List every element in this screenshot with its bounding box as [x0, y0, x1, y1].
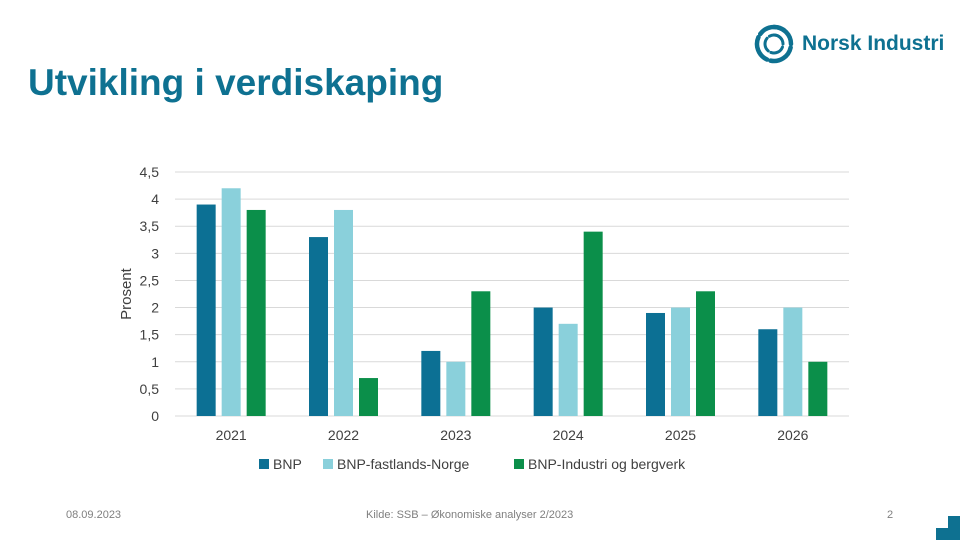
- slide-title: Utvikling i verdiskaping: [28, 62, 444, 103]
- bar: [421, 350, 441, 416]
- x-tick-label: 2022: [328, 427, 359, 443]
- footer-date: 08.09.2023: [66, 509, 122, 521]
- bar: [196, 204, 216, 416]
- bar: [808, 361, 828, 416]
- x-tick-label: 2021: [216, 427, 247, 443]
- legend-swatch: [259, 459, 269, 469]
- legend: BNP BNP-fastlands-Norge BNP-Industri og be…: [259, 456, 686, 472]
- footer-source: Kilde: SSB – Økonomiske analyser 2/2023: [366, 509, 574, 521]
- bar: [696, 291, 715, 416]
- y-tick-label: 4,5: [140, 164, 160, 180]
- bar: [334, 209, 353, 416]
- bar: [221, 188, 241, 416]
- tick-labels: 0 0,5 1 1,5 2 2,5 3 3,5 4 4,5 2021 2022 2023 2024 2025…: [140, 164, 809, 443]
- bar: [471, 291, 491, 416]
- logo-text: Norsk Industri: [802, 32, 945, 55]
- bar: [558, 323, 578, 416]
- bar: [758, 329, 778, 416]
- y-tick-label: 1,5: [140, 327, 160, 343]
- y-tick-label: 0,5: [140, 381, 160, 397]
- grid-lines: [175, 171, 849, 417]
- legend-swatch: [514, 459, 524, 469]
- norsk-industri-swirl-icon: [754, 24, 794, 64]
- y-tick-label: 3,5: [140, 218, 160, 234]
- norsk-industri-logo: Norsk Industri: [754, 24, 944, 64]
- corner-decoration: [936, 516, 960, 540]
- x-tick-label: 2023: [440, 427, 471, 443]
- legend-swatch: [323, 459, 333, 469]
- bar: [783, 307, 803, 416]
- y-tick-label: 0: [151, 408, 159, 424]
- bar: [309, 237, 328, 416]
- bar: [246, 209, 266, 416]
- legend-label: BNP-Industri og bergverk: [528, 456, 686, 472]
- y-tick-label: 2,5: [140, 272, 160, 288]
- x-tick-label: 2024: [553, 427, 584, 443]
- y-tick-label: 2: [151, 300, 159, 316]
- x-tick-label: 2026: [777, 427, 808, 443]
- legend-label: BNP: [273, 456, 302, 472]
- y-axis-label: Prosent: [118, 267, 135, 320]
- bar: [671, 307, 690, 416]
- legend-label: BNP-fastlands-Norge: [337, 456, 469, 472]
- bar: [359, 378, 378, 416]
- page-number: 2: [887, 509, 894, 521]
- x-tick-label: 2025: [665, 427, 696, 443]
- y-tick-label: 3: [151, 245, 159, 261]
- bar: [646, 312, 665, 416]
- bar: [583, 231, 603, 416]
- y-tick-label: 1: [151, 354, 159, 370]
- y-tick-label: 4: [151, 191, 159, 207]
- bar: [533, 307, 553, 416]
- bar: [446, 361, 466, 416]
- bars: [196, 188, 828, 416]
